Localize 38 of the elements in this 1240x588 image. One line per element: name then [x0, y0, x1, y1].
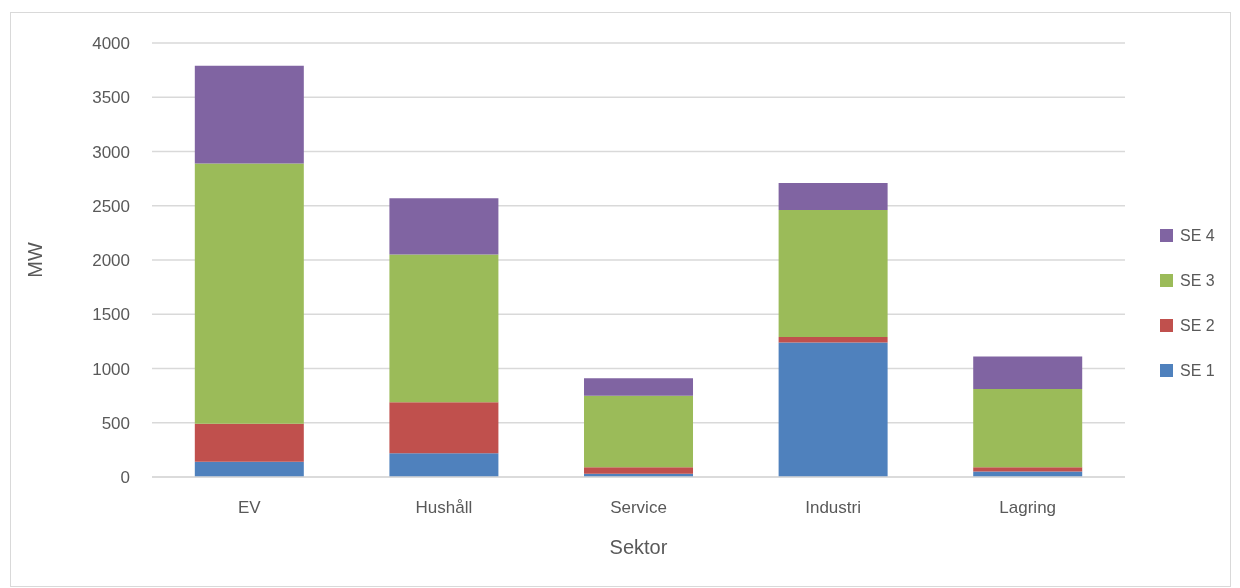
- y-tick-label: 2500: [92, 196, 130, 216]
- x-tick-label: Hushåll: [415, 498, 473, 518]
- bar: [584, 467, 694, 474]
- y-axis-title: MW: [24, 242, 46, 278]
- x-tick-label: Service: [610, 498, 667, 518]
- bar: [584, 378, 694, 396]
- bar: [389, 254, 499, 403]
- bar: [778, 342, 888, 477]
- bar: [973, 356, 1083, 390]
- y-tick-label: 3000: [92, 142, 130, 162]
- bar: [778, 337, 888, 343]
- bar: [389, 198, 499, 255]
- legend-label: SE 4: [1180, 226, 1215, 245]
- y-tick-label: 1500: [92, 305, 130, 325]
- y-tick-label: 1000: [92, 359, 130, 379]
- bar: [194, 461, 304, 477]
- x-tick-label: Lagring: [999, 498, 1057, 518]
- bar: [973, 389, 1083, 468]
- bar: [194, 163, 304, 424]
- y-tick-label: 500: [101, 413, 130, 433]
- x-tick-label: Industri: [805, 498, 861, 518]
- bar: [194, 65, 304, 164]
- bar: [584, 395, 694, 468]
- bar: [389, 453, 499, 477]
- bar: [194, 423, 304, 462]
- bar: [778, 182, 888, 211]
- bar: [778, 210, 888, 338]
- bar: [973, 467, 1083, 472]
- y-tick-label: 2000: [92, 251, 130, 271]
- y-tick-label: 0: [120, 468, 130, 488]
- x-axis-title: Sektor: [609, 536, 668, 558]
- y-tick-label: 4000: [92, 34, 130, 54]
- legend-label: SE 2: [1180, 316, 1215, 335]
- bar: [389, 402, 499, 454]
- y-tick-label: 3500: [92, 88, 130, 108]
- x-tick-label: EV: [237, 498, 262, 518]
- legend-label: SE 1: [1180, 361, 1215, 380]
- legend-label: SE 3: [1180, 271, 1215, 290]
